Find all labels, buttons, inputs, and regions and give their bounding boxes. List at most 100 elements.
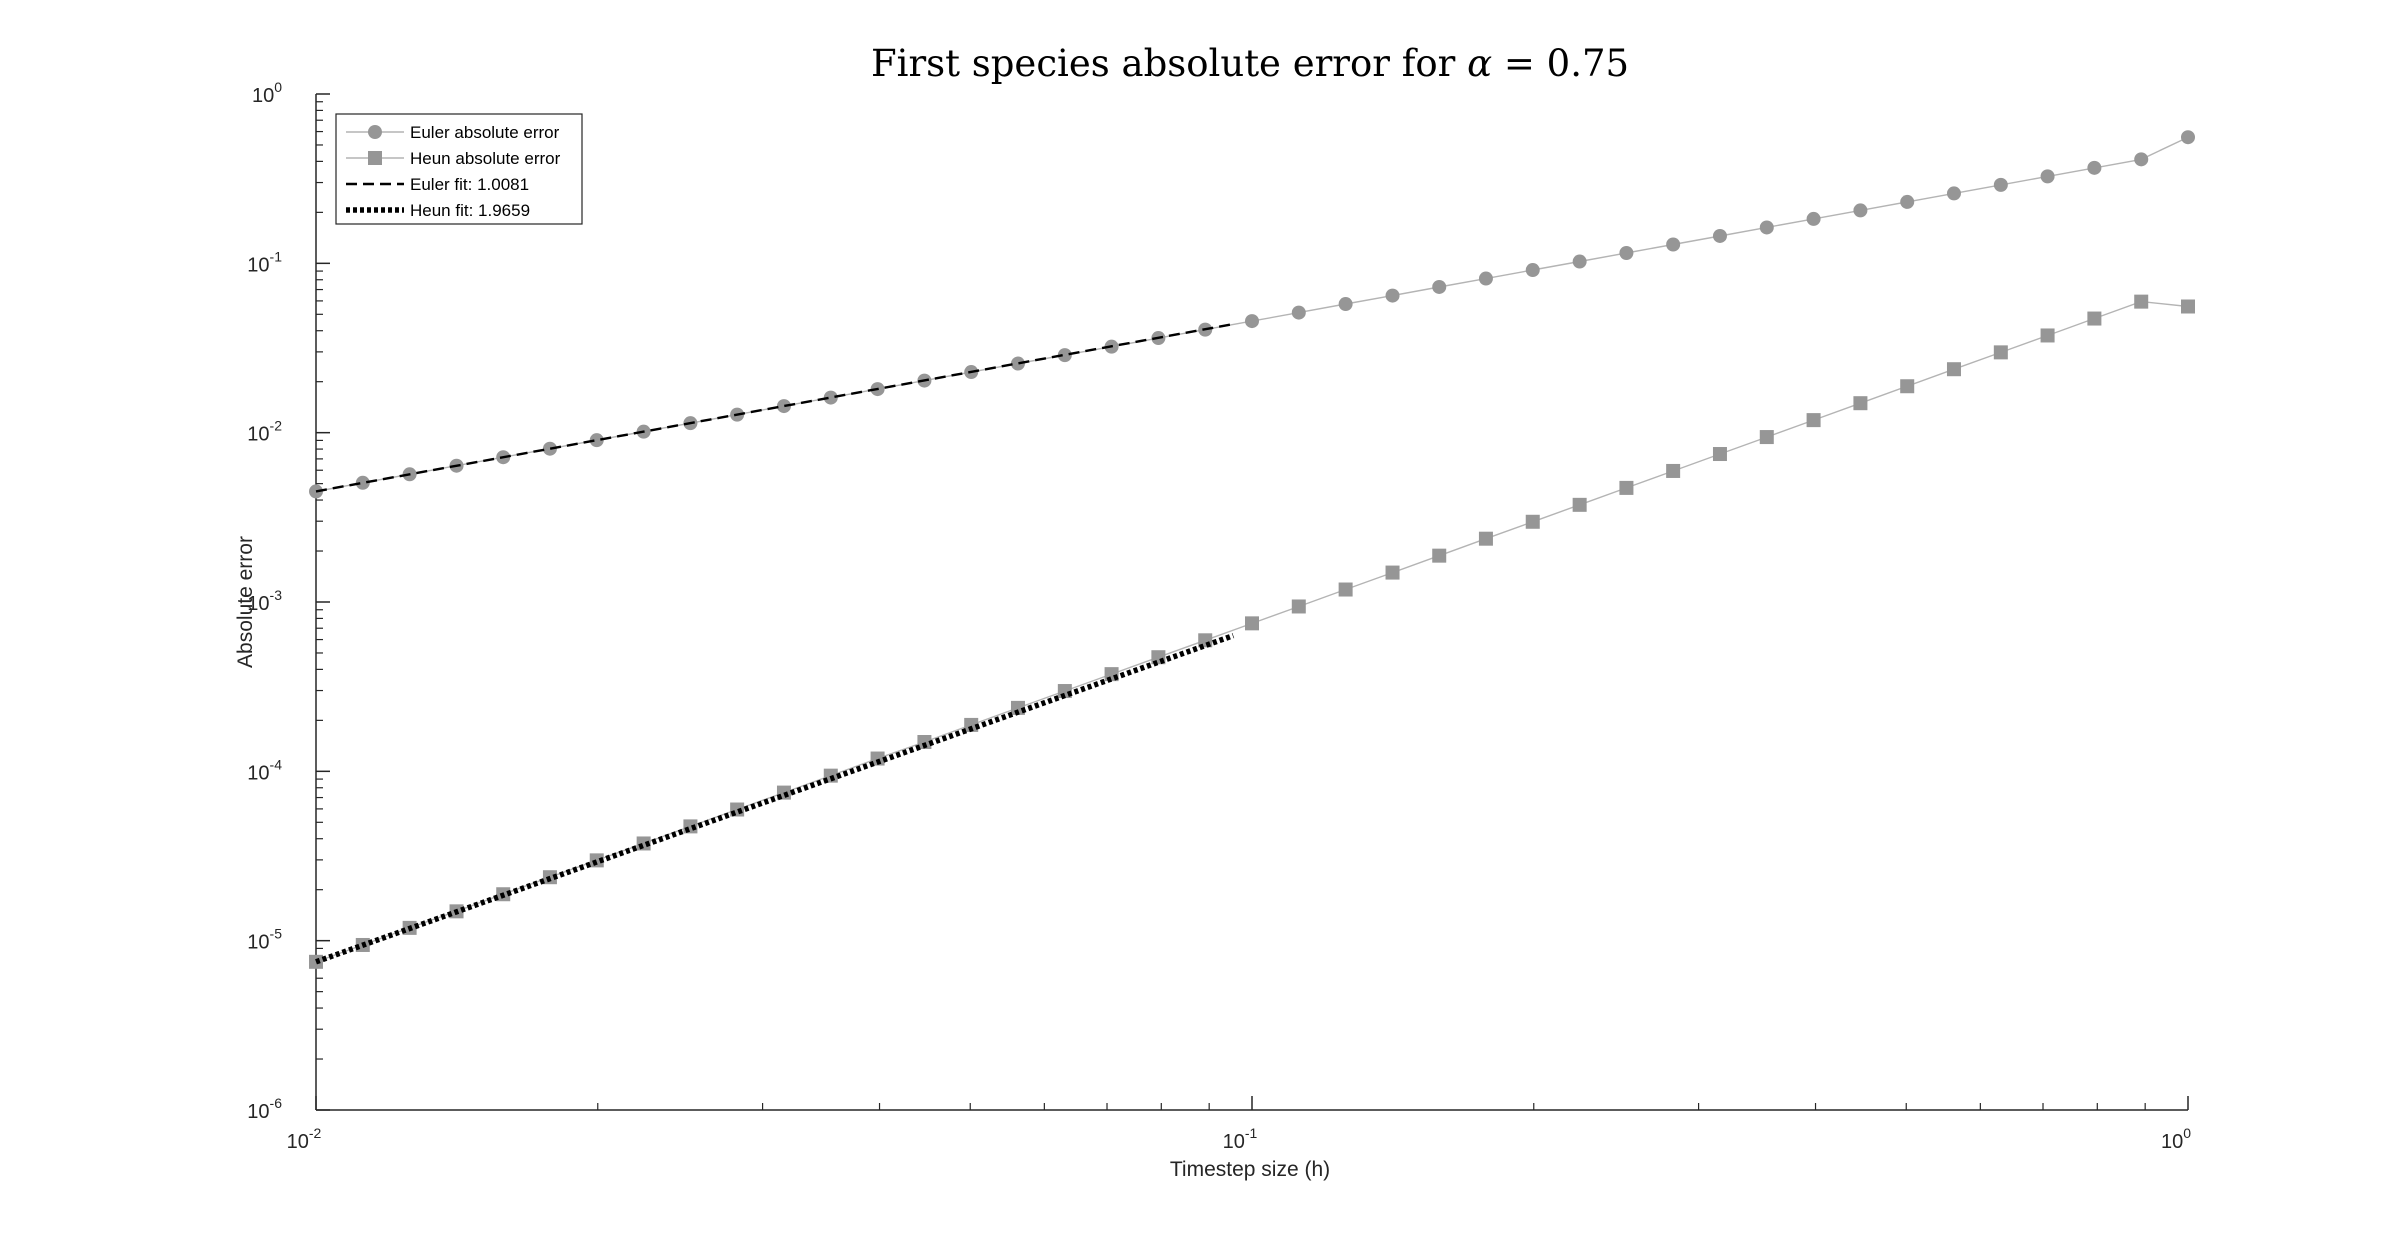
- euler-absolute-error-point: [2087, 160, 2102, 175]
- euler-absolute-error-point: [1385, 288, 1400, 303]
- heun-absolute-error-point: [1993, 345, 2008, 360]
- euler-absolute-error-point: [1478, 271, 1493, 286]
- y-tick-base: 10: [247, 254, 269, 276]
- x-tick-base: 10: [287, 1131, 309, 1153]
- heun-absolute-error-point: [1806, 413, 1821, 428]
- euler-absolute-error-point: [2181, 130, 2195, 145]
- heun-fit-line: [315, 632, 1235, 965]
- euler-absolute-error-point: [1245, 314, 1259, 329]
- heun-absolute-error-point: [1853, 396, 1868, 411]
- euler-absolute-error-point: [1572, 254, 1587, 269]
- x-tick-exp: -1: [1245, 1125, 1258, 1141]
- y-tick-exp: -6: [270, 1095, 283, 1111]
- euler-absolute-error-point: [1993, 177, 2008, 192]
- legend-marker: [368, 125, 382, 139]
- x-tick-label: 10-1: [1223, 1125, 1258, 1153]
- x-tick-exp: 0: [2183, 1125, 2191, 1141]
- y-tick-base: 10: [247, 932, 269, 954]
- heun-absolute-error-point: [2087, 311, 2102, 326]
- euler-absolute-error-point: [1853, 203, 1868, 218]
- euler-absolute-error-point: [2134, 152, 2149, 167]
- heun-absolute-error-point: [1338, 582, 1353, 597]
- y-tick-label: 100: [252, 79, 282, 107]
- x-tick-exp: -2: [309, 1125, 322, 1141]
- euler-absolute-error-point: [2040, 169, 2055, 184]
- legend-label: Heun absolute error: [410, 149, 561, 168]
- euler-absolute-error-point: [1432, 279, 1447, 294]
- x-axis-label: Timestep size (h): [1170, 1158, 1330, 1181]
- heun-absolute-error-point: [1478, 531, 1493, 546]
- legend-label: Heun fit: 1.9659: [410, 201, 530, 220]
- euler-absolute-error-point: [1338, 297, 1353, 312]
- y-tick-exp: -4: [270, 756, 283, 772]
- euler-absolute-error-point: [1619, 245, 1634, 260]
- euler-absolute-error-point: [355, 475, 370, 490]
- euler-absolute-error-point: [823, 390, 838, 405]
- legend-item-heun-fit: Heun fit: 1.9659: [346, 201, 530, 220]
- euler-absolute-error-point: [1057, 348, 1072, 363]
- heun-absolute-error-point: [870, 751, 885, 766]
- y-tick-label: 10-3: [247, 587, 282, 615]
- y-axis-label: Absolute error: [234, 536, 257, 668]
- legend-item-heun-absolute-error: Heun absolute error: [346, 149, 561, 168]
- euler-absolute-error-point: [589, 433, 604, 448]
- heun-absolute-error-point: [1619, 480, 1634, 495]
- legend: Euler absolute error Heun absolute error E…: [335, 113, 583, 225]
- euler-absolute-error-point: [1806, 211, 1821, 226]
- heun-absolute-error-point: [1432, 548, 1447, 563]
- y-tick-base: 10: [247, 424, 269, 446]
- euler-absolute-error-point: [1712, 228, 1727, 243]
- euler-absolute-error-point: [1291, 305, 1306, 320]
- heun-absolute-error-point: [2040, 328, 2055, 343]
- heun-absolute-error-point: [917, 735, 932, 750]
- x-tick-base: 10: [1223, 1131, 1245, 1153]
- euler-fit-line: [315, 322, 1234, 493]
- heun-absolute-error-point: [1385, 565, 1400, 580]
- x-ticks: 10-2 10-1 100: [287, 1096, 2191, 1153]
- euler-absolute-error-point: [776, 399, 791, 414]
- heun-absolute-error-point: [1900, 379, 1915, 394]
- chart-title: First species absolute error for α = 0.7…: [871, 42, 1629, 85]
- series-layer: [309, 130, 2195, 969]
- chart-title-prefix: First species absolute error for: [871, 42, 1467, 85]
- heun-absolute-error-point: [1712, 447, 1727, 462]
- heun-absolute-error-point: [1946, 362, 1961, 377]
- euler-absolute-error-point: [1666, 237, 1681, 252]
- heun-absolute-error-point: [1666, 463, 1681, 478]
- heun-absolute-error-point: [2181, 299, 2195, 314]
- y-tick-label: 10-6: [247, 1095, 282, 1123]
- euler-absolute-error-point: [1946, 186, 1961, 201]
- heun-absolute-error-point: [1525, 514, 1540, 529]
- y-tick-base: 10: [252, 85, 274, 107]
- y-tick-base: 10: [247, 762, 269, 784]
- y-tick-label: 10-4: [247, 756, 282, 784]
- heun-absolute-error-point: [964, 717, 979, 732]
- euler-absolute-error-point: [1900, 194, 1915, 209]
- legend-marker: [368, 151, 382, 165]
- y-tick-base: 10: [247, 1101, 269, 1123]
- x-tick-label: 10-2: [287, 1125, 322, 1153]
- legend-item-euler-absolute-error: Euler absolute error: [346, 123, 560, 142]
- euler-absolute-error-point: [1525, 263, 1540, 278]
- y-tick-base: 10: [247, 593, 269, 615]
- y-tick-label: 10-5: [247, 926, 282, 954]
- y-tick-exp: -2: [270, 418, 283, 434]
- euler-absolute-error-point: [1010, 356, 1025, 371]
- y-tick-exp: -3: [270, 587, 283, 603]
- x-tick-base: 10: [2161, 1131, 2183, 1153]
- y-tick-exp: 0: [274, 79, 282, 95]
- x-tick-label: 100: [2161, 1125, 2191, 1153]
- chart-title-symbol: α: [1467, 42, 1492, 85]
- y-tick-exp: -5: [270, 926, 283, 942]
- y-tick-exp: -1: [270, 248, 283, 264]
- heun-absolute-error-point: [1291, 599, 1306, 614]
- legend-label: Euler fit: 1.0081: [410, 175, 529, 194]
- legend-items: Euler absolute error Heun absolute error E…: [346, 123, 561, 220]
- y-tick-label: 10-1: [247, 248, 282, 276]
- y-tick-label: 10-2: [247, 418, 282, 446]
- heun-absolute-error-point: [2134, 294, 2149, 309]
- legend-item-euler-fit: Euler fit: 1.0081: [346, 175, 529, 194]
